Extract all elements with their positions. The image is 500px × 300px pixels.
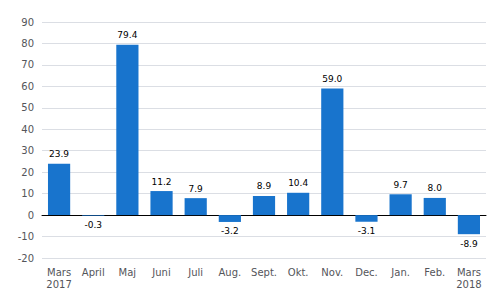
svg-text:11.2: 11.2 (152, 177, 172, 187)
svg-text:23.9: 23.9 (49, 149, 69, 159)
svg-text:90: 90 (21, 17, 34, 28)
svg-text:59.0: 59.0 (322, 74, 342, 84)
svg-text:Nov.: Nov. (321, 267, 343, 278)
svg-text:30: 30 (21, 145, 34, 156)
svg-text:Jan.: Jan. (390, 267, 410, 278)
svg-text:Mars: Mars (47, 267, 71, 278)
svg-text:0: 0 (28, 210, 34, 221)
svg-text:Sept.: Sept. (251, 267, 277, 278)
svg-text:50: 50 (21, 102, 34, 113)
svg-text:10.4: 10.4 (288, 178, 308, 188)
svg-text:Aug.: Aug. (218, 267, 241, 278)
svg-text:7.9: 7.9 (189, 184, 204, 194)
svg-text:Feb.: Feb. (424, 267, 445, 278)
svg-text:9.7: 9.7 (393, 180, 407, 190)
svg-text:Juni: Juni (151, 267, 170, 278)
svg-text:8.9: 8.9 (257, 181, 272, 191)
svg-text:20: 20 (21, 167, 34, 178)
svg-text:2017: 2017 (46, 279, 71, 290)
svg-text:80: 80 (21, 38, 34, 49)
svg-text:-8.9: -8.9 (460, 239, 478, 249)
svg-text:79.4: 79.4 (117, 30, 137, 40)
svg-text:70: 70 (21, 59, 34, 70)
svg-text:April: April (82, 267, 105, 278)
svg-text:-10: -10 (18, 231, 34, 242)
svg-text:8.0: 8.0 (428, 183, 443, 193)
svg-text:Maj: Maj (119, 267, 137, 278)
svg-text:Mars: Mars (457, 267, 481, 278)
svg-text:10: 10 (21, 188, 34, 199)
svg-text:-20: -20 (18, 253, 34, 264)
svg-text:60: 60 (21, 81, 34, 92)
svg-text:Dec.: Dec. (355, 267, 378, 278)
svg-text:Juli: Juli (187, 267, 203, 278)
svg-text:-0.3: -0.3 (84, 220, 102, 230)
svg-text:40: 40 (21, 124, 34, 135)
svg-text:-3.1: -3.1 (358, 226, 376, 236)
svg-text:-3.2: -3.2 (221, 226, 239, 236)
svg-text:Okt.: Okt. (288, 267, 309, 278)
svg-text:2018: 2018 (456, 279, 481, 290)
